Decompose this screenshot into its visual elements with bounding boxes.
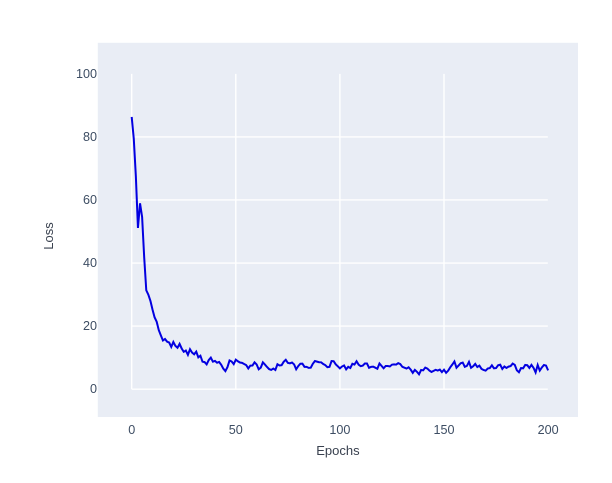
svg-text:40: 40	[83, 256, 97, 270]
svg-text:0: 0	[128, 423, 135, 437]
svg-text:200: 200	[538, 423, 559, 437]
svg-text:100: 100	[329, 423, 350, 437]
svg-text:Loss: Loss	[41, 222, 56, 250]
svg-text:80: 80	[83, 130, 97, 144]
svg-text:Epochs: Epochs	[316, 443, 360, 458]
svg-text:20: 20	[83, 319, 97, 333]
svg-text:100: 100	[76, 67, 97, 81]
svg-text:150: 150	[433, 423, 454, 437]
svg-text:50: 50	[229, 423, 243, 437]
svg-text:0: 0	[90, 382, 97, 396]
svg-text:60: 60	[83, 193, 97, 207]
